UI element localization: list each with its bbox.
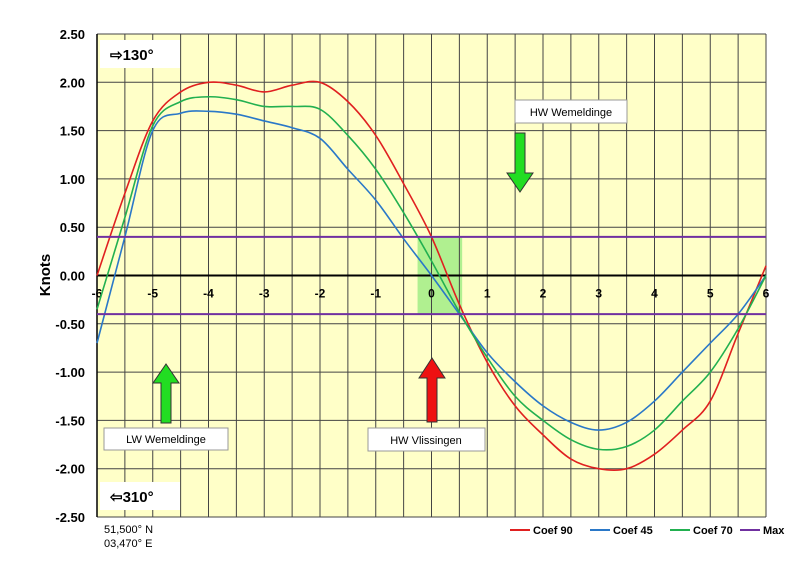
- arrow-up-icon: [418, 357, 446, 423]
- ebb-direction-label: ⇦310°: [109, 489, 154, 506]
- legend-label: Max: [763, 525, 785, 537]
- lw-wemeldinge-label: LW Wemeldinge: [126, 434, 206, 446]
- hw-vlissingen-label: HW Vlissingen: [390, 435, 462, 447]
- legend-label: Coef 70: [693, 525, 733, 537]
- latitude-label: 51,500° N: [104, 524, 153, 536]
- y-tick-label: -0.50: [55, 317, 85, 332]
- y-tick-label: 1.50: [60, 124, 85, 139]
- flood-direction-label: ⇨130°: [110, 47, 154, 64]
- y-tick-label: -2.50: [55, 510, 85, 525]
- x-tick-label: 6: [763, 287, 770, 301]
- y-tick-label: 0.50: [60, 220, 85, 235]
- x-tick-label: 0: [428, 287, 435, 301]
- y-tick-label: 0.00: [60, 269, 85, 284]
- x-tick-label: -5: [147, 287, 158, 301]
- y-tick-label: 2.50: [60, 27, 85, 42]
- y-axis-label: Knots: [37, 254, 54, 297]
- legend-label: Coef 90: [533, 525, 573, 537]
- x-tick-label: 1: [484, 287, 491, 301]
- x-tick-label: 4: [651, 287, 658, 301]
- series-line-coef-70: [96, 95, 767, 451]
- y-tick-label: -2.00: [55, 462, 85, 477]
- x-tick-label: -3: [259, 287, 270, 301]
- y-tick-label: 1.00: [60, 172, 85, 187]
- legend-label: Coef 45: [613, 525, 653, 537]
- legend: Coef 90 Coef 45 Coef 70 Max: [510, 525, 785, 537]
- x-tick-label: 5: [707, 287, 714, 301]
- arrow-up-icon: [152, 363, 180, 424]
- x-tick-label: -2: [315, 287, 326, 301]
- x-tick-label: -1: [370, 287, 381, 301]
- longitude-label: 03,470° E: [104, 538, 152, 550]
- hw-wemeldinge-label: HW Wemeldinge: [530, 107, 612, 119]
- x-tick-label: -6: [92, 287, 103, 301]
- series-line-coef-45: [96, 110, 767, 431]
- y-tick-label: 2.00: [60, 75, 85, 90]
- y-tick-label: -1.00: [55, 365, 85, 380]
- x-tick-label: 2: [540, 287, 547, 301]
- arrow-down-icon: [506, 132, 534, 193]
- annotation-ebb: ⇦310°: [100, 482, 180, 510]
- annotation-flood: ⇨130°: [100, 40, 180, 68]
- x-tick-label: 3: [595, 287, 602, 301]
- y-tick-label: -1.50: [55, 413, 85, 428]
- annotation-lw-wemeldinge: LW Wemeldinge: [103, 427, 229, 451]
- x-tick-label: -4: [203, 287, 214, 301]
- annotation-hw-vlissingen: HW Vlissingen: [367, 427, 486, 452]
- annotation-hw-wemeldinge: HW Wemeldinge: [514, 99, 628, 124]
